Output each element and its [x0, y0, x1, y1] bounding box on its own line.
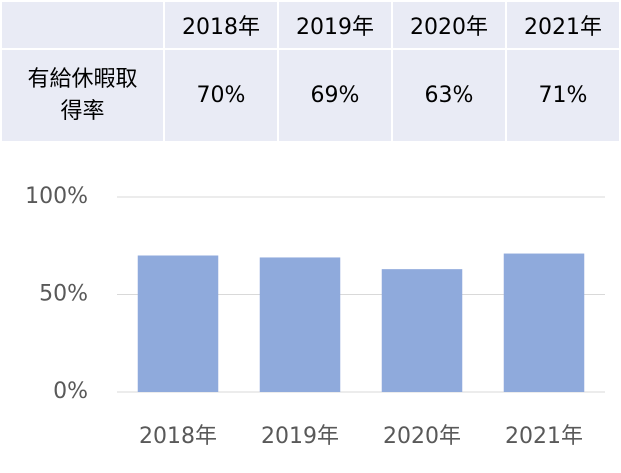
data-row: 有給休暇取得率 70% 69% 63% 71%	[0, 48, 621, 143]
bar	[381, 269, 463, 392]
x-tick-label: 2018年	[139, 424, 217, 449]
rate-cell: 70%	[163, 48, 279, 143]
year-header: 2020年	[391, 0, 507, 50]
bar	[503, 253, 585, 392]
bar	[137, 255, 219, 392]
corner-cell	[0, 0, 165, 50]
rate-cell: 63%	[391, 48, 507, 143]
chart: 0% 50% 100% 2018年 2019年 2020年 2021年	[25, 184, 605, 449]
year-header: 2021年	[505, 0, 621, 50]
rate-cell: 71%	[505, 48, 621, 143]
y-tick-label: 0%	[53, 379, 88, 404]
x-tick-label: 2019年	[261, 424, 339, 449]
data-table: 2018年 2019年 2020年 2021年 有給休暇取得率 70% 69% 63% 71%	[0, 0, 621, 143]
y-tick-label: 50%	[39, 282, 88, 307]
x-tick-label: 2021年	[505, 424, 583, 449]
y-tick-label: 100%	[25, 184, 88, 209]
rate-cell: 69%	[277, 48, 393, 143]
x-tick-label: 2020年	[383, 424, 461, 449]
year-header: 2019年	[277, 0, 393, 50]
header-row: 2018年 2019年 2020年 2021年	[0, 0, 621, 50]
row-label: 有給休暇取得率	[0, 48, 165, 143]
year-header: 2018年	[163, 0, 279, 50]
bar	[259, 257, 341, 392]
